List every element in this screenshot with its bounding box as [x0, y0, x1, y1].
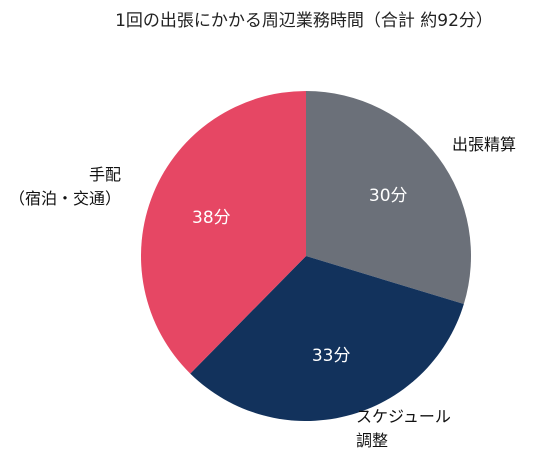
slice-value-label: 30分: [369, 186, 408, 206]
slice-category-label: スケジュール: [356, 407, 451, 426]
slice-category-label: 手配: [89, 165, 121, 184]
slice-category-label: （宿泊・交通）: [9, 189, 121, 208]
chart-title: 1回の出張にかかる周辺業務時間（合計 約92分）: [115, 11, 493, 31]
pie-slice: [140, 91, 306, 374]
pie-slices: [140, 91, 471, 421]
slice-value-labels: 30分 33分 38分: [192, 186, 408, 366]
pie-slice: [190, 256, 464, 421]
slice-value-label: 33分: [312, 346, 351, 366]
pie-slice: [306, 91, 471, 305]
slice-category-label: 出張精算: [452, 135, 516, 154]
slice-category-label: 調整: [356, 431, 388, 450]
slice-value-label: 38分: [192, 208, 231, 228]
